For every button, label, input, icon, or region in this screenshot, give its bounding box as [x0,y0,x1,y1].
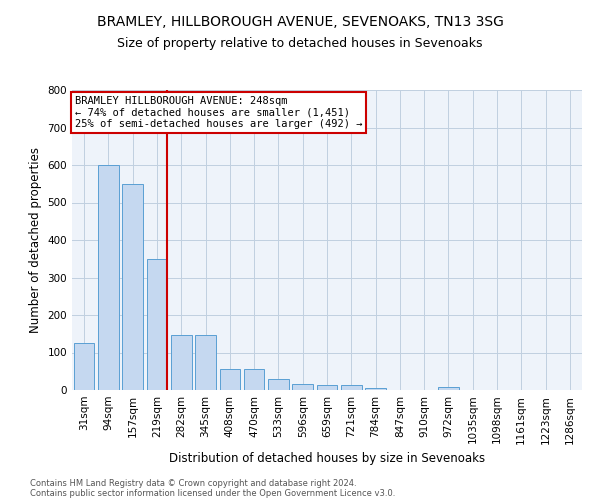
Text: BRAMLEY, HILLBOROUGH AVENUE, SEVENOAKS, TN13 3SG: BRAMLEY, HILLBOROUGH AVENUE, SEVENOAKS, … [97,15,503,29]
Bar [122,184,143,390]
Bar [171,334,191,390]
Bar [146,259,167,390]
Text: Contains public sector information licensed under the Open Government Licence v3: Contains public sector information licen… [30,488,395,498]
Bar [220,370,240,390]
Bar [438,387,459,390]
Bar [268,379,289,390]
Bar [292,384,313,390]
Text: BRAMLEY HILLBOROUGH AVENUE: 248sqm
← 74% of detached houses are smaller (1,451)
: BRAMLEY HILLBOROUGH AVENUE: 248sqm ← 74%… [74,96,362,129]
Bar [195,334,216,390]
Y-axis label: Number of detached properties: Number of detached properties [29,147,42,333]
Bar [365,388,386,390]
X-axis label: Distribution of detached houses by size in Sevenoaks: Distribution of detached houses by size … [169,452,485,465]
Bar [74,343,94,390]
Bar [341,385,362,390]
Bar [244,370,265,390]
Bar [317,385,337,390]
Text: Contains HM Land Registry data © Crown copyright and database right 2024.: Contains HM Land Registry data © Crown c… [30,478,356,488]
Text: Size of property relative to detached houses in Sevenoaks: Size of property relative to detached ho… [117,38,483,51]
Bar [98,165,119,390]
